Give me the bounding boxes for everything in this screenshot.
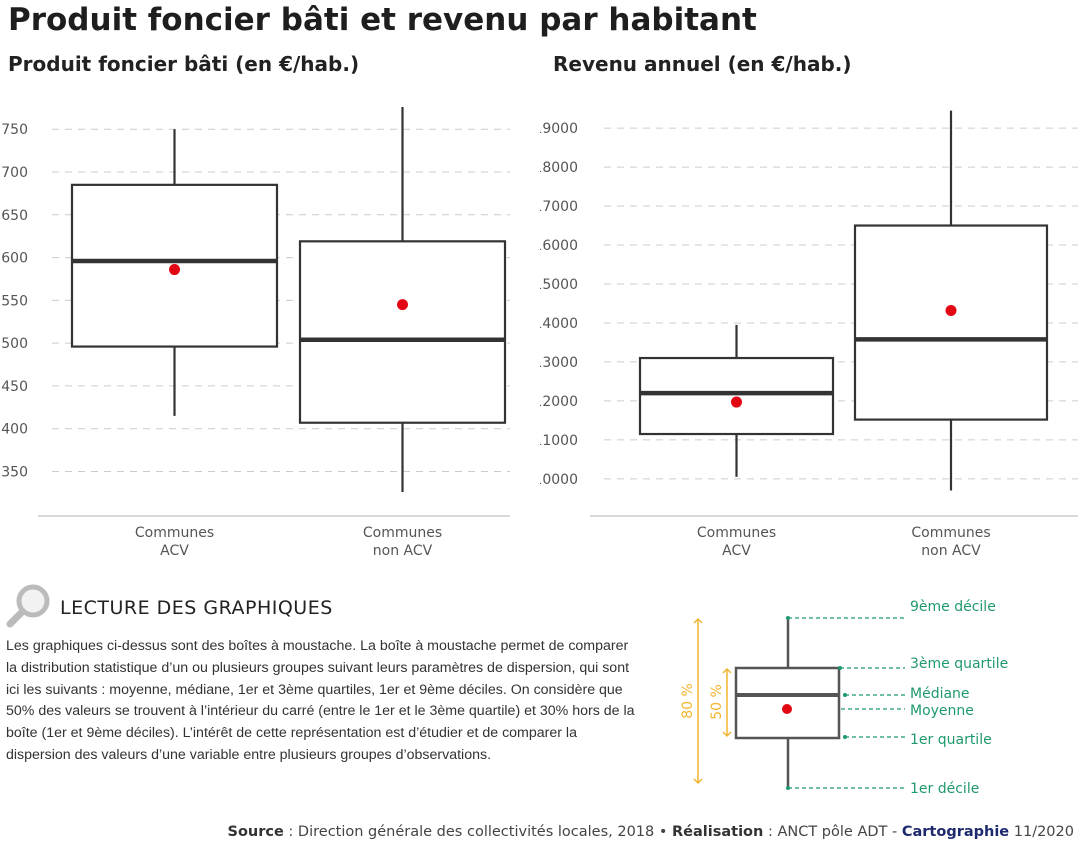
- y-tick-label: 550: [1, 293, 28, 309]
- y-tick-label: 500: [1, 336, 28, 352]
- y-tick-label: 450: [1, 379, 28, 395]
- legend-mean: Moyenne: [910, 703, 974, 719]
- y-tick-label: 600: [1, 251, 28, 267]
- mean-point: [945, 304, 957, 316]
- y-tick-label: 18000: [540, 160, 578, 176]
- mean-point: [397, 299, 408, 311]
- y-tick-label: 13000: [540, 355, 578, 371]
- mean-point: [731, 396, 742, 408]
- carto-date: 11/2020: [1009, 824, 1074, 840]
- y-tick-label: 19000: [540, 121, 578, 137]
- carto-label: Cartographie: [901, 824, 1010, 840]
- mean-point: [169, 264, 180, 276]
- lecture-text: Les graphiques ci-dessus sont des boîtes…: [6, 638, 635, 763]
- boxplot-foncier: 350 400 450 500 550 600 650 700 750 Communes ACV Co…: [1, 106, 510, 559]
- source-text: : Direction générale des collectivités l…: [283, 824, 673, 840]
- y-tick-label: 400: [1, 422, 28, 438]
- legend-d9: 9ème décile: [910, 599, 996, 615]
- x-tick-label: Communes: [135, 525, 214, 541]
- x-tick-label: ACV: [722, 543, 751, 559]
- box: [298, 240, 507, 424]
- x-tick-label: non ACV: [373, 543, 433, 559]
- x-tick-label: non ACV: [921, 543, 981, 559]
- y-tick-label: 700: [1, 165, 28, 181]
- boxplot-revenu: 10000 11000 12000 13000 14000 15000 16000 17000…: [540, 110, 1078, 559]
- y-tick-label: 14000: [540, 316, 578, 332]
- y-tick-label: 750: [1, 122, 28, 138]
- lecture-title: LECTURE DES GRAPHIQUES: [60, 597, 333, 619]
- chart-title-revenu: Revenu annuel (en €/hab.): [553, 52, 852, 76]
- legend-d1: 1er décile: [910, 781, 979, 797]
- x-tick-label: ACV: [160, 543, 189, 559]
- y-tick-label: 10000: [540, 472, 578, 488]
- y-tick-label: 15000: [540, 277, 578, 293]
- page-title: Produit foncier bâti et revenu par habit…: [8, 2, 757, 38]
- legend-median: Médiane: [910, 686, 970, 702]
- legend-q3: 3ème quartile: [910, 656, 1008, 672]
- y-tick-label: 650: [1, 208, 28, 224]
- magnifier-icon: [6, 584, 50, 628]
- mean-dot: [782, 704, 792, 714]
- legend-diagram: 80 % 50 % 9ème décile 3ème quartile Médi…: [680, 599, 1008, 797]
- chart-title-foncier: Produit foncier bâti (en €/hab.): [8, 52, 360, 76]
- box: [853, 224, 1049, 421]
- y-tick-label: 11000: [540, 433, 578, 449]
- source-label: Source: [227, 824, 284, 840]
- y-tick-label: 16000: [540, 238, 578, 254]
- realisation-label: Réalisation: [672, 824, 764, 840]
- y-tick-label: 17000: [540, 199, 578, 215]
- x-tick-label: Communes: [363, 525, 442, 541]
- legend-80pct: 80 %: [680, 683, 696, 719]
- footer: Source : Direction générale des collecti…: [228, 824, 1074, 840]
- box: [638, 356, 835, 436]
- box: [70, 183, 279, 348]
- y-tick-label: 12000: [540, 394, 578, 410]
- legend-50pct: 50 %: [709, 684, 725, 720]
- x-tick-label: Communes: [697, 525, 776, 541]
- realisation-text: : ANCT pôle ADT -: [763, 824, 902, 840]
- legend-q1: 1er quartile: [910, 732, 992, 748]
- y-tick-label: 350: [1, 464, 28, 480]
- x-tick-label: Communes: [911, 525, 990, 541]
